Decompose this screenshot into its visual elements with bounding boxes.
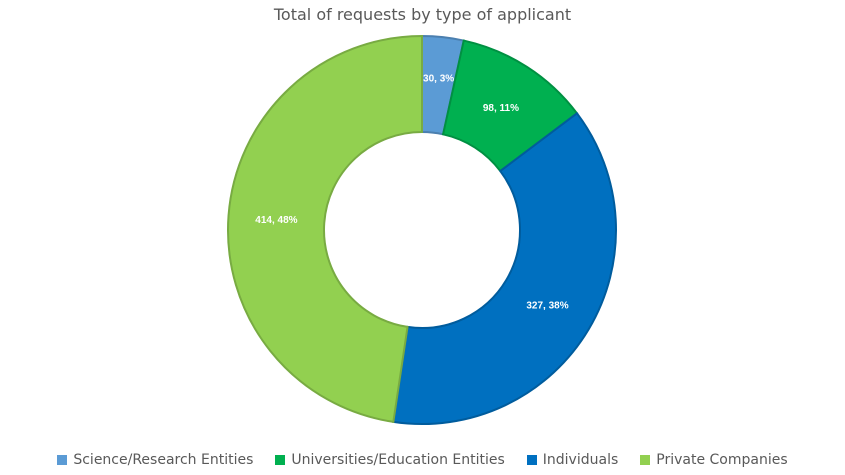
donut-slice-private-companies xyxy=(227,34,423,424)
legend-item: Science/Research Entities xyxy=(57,452,253,468)
legend-item: Private Companies xyxy=(640,452,788,468)
legend-swatch xyxy=(57,455,68,465)
legend-label: Private Companies xyxy=(656,452,788,468)
data-label: 327, 38% xyxy=(526,301,568,312)
legend-swatch xyxy=(275,455,286,465)
legend-swatch xyxy=(526,455,537,465)
data-label: 98, 11% xyxy=(483,103,519,114)
chart-legend: Science/Research Entities Universities/Ed… xyxy=(0,452,845,468)
data-label: 414, 48% xyxy=(255,215,297,226)
legend-label: Universities/Education Entities xyxy=(291,452,505,468)
donut-slice-individuals xyxy=(392,111,617,425)
data-label: 30, 3% xyxy=(423,74,454,85)
legend-item: Individuals xyxy=(526,452,619,468)
legend-label: Science/Research Entities xyxy=(73,452,254,468)
legend-label: Individuals xyxy=(542,452,619,468)
legend-swatch xyxy=(640,455,651,465)
chart-title: Total of requests by type of applicant xyxy=(273,5,572,24)
legend-item: Universities/Education Entities xyxy=(275,452,505,468)
